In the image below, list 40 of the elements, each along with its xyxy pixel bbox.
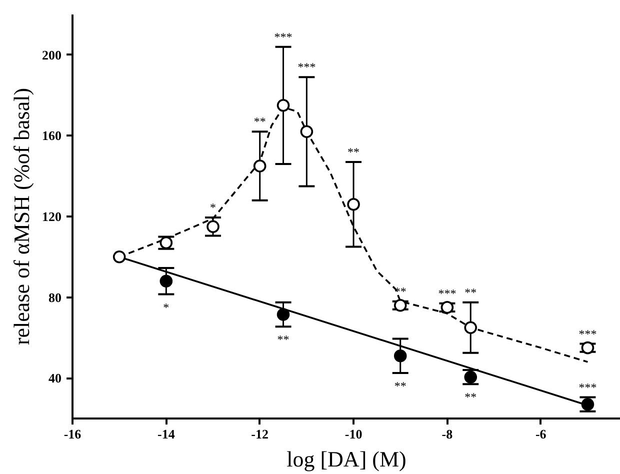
point xyxy=(112,250,126,264)
y-tick-label: 40 xyxy=(48,370,62,386)
annotation: ** xyxy=(254,114,266,129)
annotation: *** xyxy=(274,30,292,44)
point xyxy=(253,160,266,172)
y-tick-label: 160 xyxy=(42,128,62,144)
annotation: *** xyxy=(578,380,597,394)
point xyxy=(160,274,173,288)
point xyxy=(347,198,360,211)
point xyxy=(581,341,594,354)
annotation: ** xyxy=(277,332,290,347)
point xyxy=(160,236,173,250)
point xyxy=(440,301,454,314)
point xyxy=(394,298,407,312)
annotation: *** xyxy=(298,60,316,74)
annotation: ** xyxy=(464,285,477,300)
x-tick-label: -10 xyxy=(344,426,362,442)
x-axis-title: log [DA] (M) xyxy=(286,446,406,472)
x-tick-label: -8 xyxy=(442,426,454,442)
y-tick-label: 120 xyxy=(42,209,62,224)
annotation: *** xyxy=(578,326,597,341)
y-tick-label: 200 xyxy=(42,47,62,62)
x-tick-label: -14 xyxy=(158,426,176,442)
x-tick-label: -12 xyxy=(251,426,269,442)
point xyxy=(206,220,220,233)
point xyxy=(276,308,290,321)
y-axis-title: release of αMSH (%of basal) xyxy=(9,88,34,346)
x-tick-label: -16 xyxy=(64,426,82,442)
point xyxy=(464,321,478,334)
point xyxy=(394,349,407,362)
annotation: ** xyxy=(394,379,406,394)
annotation: * xyxy=(163,300,170,314)
annotation: * xyxy=(210,200,216,215)
point xyxy=(300,125,314,138)
annotation: ** xyxy=(348,144,360,159)
annotation: *** xyxy=(438,286,456,300)
annotation: ** xyxy=(464,390,477,404)
x-tick-label: -6 xyxy=(535,426,547,442)
point xyxy=(276,99,290,112)
y-tick-label: 80 xyxy=(48,290,62,305)
